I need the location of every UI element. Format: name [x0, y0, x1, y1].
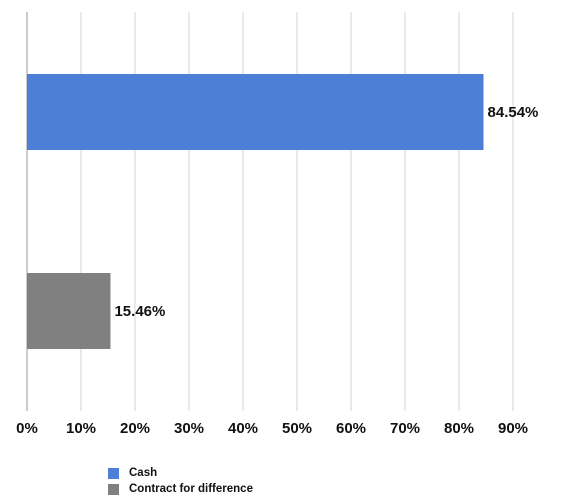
x-tick-label: 10% [66, 420, 96, 437]
x-tick-label: 80% [444, 420, 474, 437]
x-tick-label: 50% [282, 420, 312, 437]
legend-swatch-cash [108, 467, 119, 479]
x-tick-label: 90% [498, 420, 528, 437]
data-label-cash: 84.54% [488, 104, 539, 121]
x-tick-label: 60% [336, 420, 366, 437]
legend-item-cfd: Contract for difference [108, 481, 253, 497]
legend-label-cash: Cash [129, 467, 158, 479]
x-tick-label: 40% [228, 420, 258, 437]
x-tick-label: 0% [16, 420, 38, 437]
x-tick-label: 20% [120, 420, 150, 437]
bar-cash [27, 74, 484, 150]
data-label-cfd: 15.46% [114, 303, 165, 320]
bar-chart: 84.54% 15.46% 0% 10% 20% 30% 40% 50% 60% 70% 80% 90… [16, 12, 539, 437]
bar-cfd [27, 273, 111, 349]
legend: Cash Contract for difference [108, 465, 253, 497]
legend-item-cash: Cash [108, 465, 253, 481]
legend-label-cfd: Contract for difference [129, 483, 253, 495]
x-tick-label: 70% [390, 420, 420, 437]
x-tick-label: 30% [174, 420, 204, 437]
legend-swatch-cfd [108, 483, 119, 495]
